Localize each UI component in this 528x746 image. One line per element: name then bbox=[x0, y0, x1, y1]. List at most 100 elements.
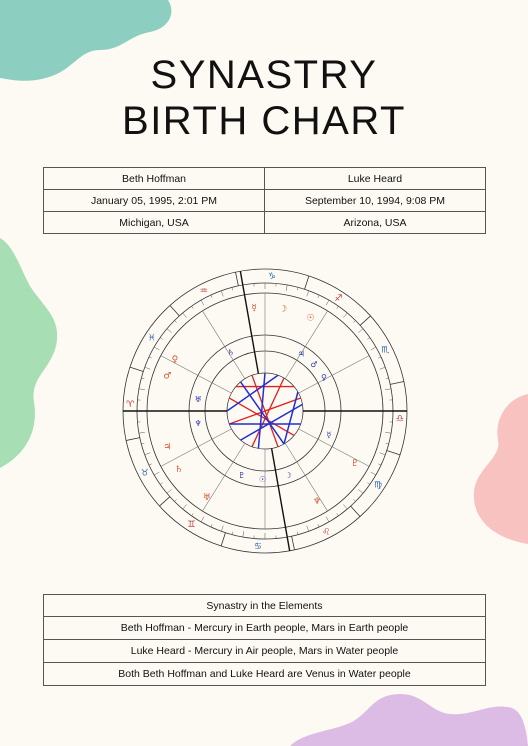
inner-planet-icon: ♅ bbox=[194, 395, 201, 404]
degree-tick bbox=[141, 443, 145, 445]
degree-tick bbox=[182, 312, 187, 318]
degree-tick bbox=[306, 525, 310, 532]
degree-tick bbox=[325, 300, 330, 306]
degree-tick bbox=[138, 388, 145, 391]
ic-axis bbox=[270, 448, 291, 551]
aspect-line bbox=[257, 372, 266, 449]
teal-blob-decoration bbox=[0, 0, 172, 81]
degree-tick bbox=[191, 306, 194, 309]
degree-tick bbox=[200, 300, 205, 306]
degree-tick bbox=[220, 290, 224, 297]
outer-planet-icon: ♂ bbox=[163, 371, 171, 381]
synastry-chart-wheel: ♈♉♊♋♌♍♎♏♐♑♒♓☉☽☿♀♂♃♄♅ ♆♇♀♂♃♄♅♆♇ ☉ ☽☿ bbox=[122, 268, 408, 554]
lilac-blob-decoration bbox=[290, 694, 528, 746]
degree-tick bbox=[343, 312, 348, 318]
degree-tick bbox=[242, 531, 245, 538]
table-row: Synastry in the Elements bbox=[43, 594, 486, 617]
people-table: Beth Hoffman Luke Heard January 05, 1995… bbox=[43, 167, 486, 234]
degree-tick bbox=[297, 287, 299, 291]
degree-tick bbox=[367, 337, 370, 340]
elements-heading: Synastry in the Elements bbox=[43, 594, 486, 617]
degree-tick bbox=[378, 463, 382, 466]
table-row: Beth Hoffman - Mercury in Earth people, … bbox=[43, 616, 486, 640]
zodiac-sign-icon: ♈ bbox=[126, 400, 135, 410]
outer-planet-icon: ☉ bbox=[307, 314, 315, 324]
zodiac-divider bbox=[126, 437, 140, 441]
degree-tick bbox=[141, 377, 145, 379]
degree-tick bbox=[306, 290, 310, 297]
elements-table: Synastry in the Elements Beth Hoffman - … bbox=[43, 594, 486, 686]
zodiac-sign-icon: ♐ bbox=[334, 294, 342, 304]
table-row: Luke Heard - Mercury in Air people, Mars… bbox=[43, 639, 486, 663]
outer-planet-icon: ♀ bbox=[172, 355, 179, 365]
inner-planet-icon: ☽ bbox=[285, 471, 292, 480]
inner-planet-icon: ♆ bbox=[194, 419, 201, 428]
house-cusp-line bbox=[284, 443, 328, 512]
table-row: Beth Hoffman Luke Heard bbox=[43, 167, 486, 190]
table-row: Both Beth Hoffman and Luke Heard are Ven… bbox=[43, 662, 486, 686]
outer-planet-icon: ☿ bbox=[251, 304, 257, 314]
degree-tick bbox=[317, 294, 320, 298]
zodiac-divider bbox=[129, 366, 144, 372]
degree-tick bbox=[174, 320, 177, 323]
degree-tick bbox=[220, 525, 224, 532]
degree-tick bbox=[174, 499, 177, 502]
degree-tick bbox=[370, 346, 376, 351]
page-title: SYNASTRY BIRTH CHART bbox=[0, 52, 528, 144]
inner-planet-icon: ♃ bbox=[297, 349, 304, 358]
aspect-line bbox=[239, 381, 285, 445]
zodiac-sign-icon: ♌ bbox=[322, 527, 330, 537]
degree-tick bbox=[231, 287, 233, 291]
green-blob-decoration bbox=[0, 238, 58, 468]
person2-name: Luke Heard bbox=[264, 167, 486, 190]
zodiac-divider bbox=[390, 381, 404, 385]
degree-tick bbox=[385, 431, 392, 434]
elements-row: Luke Heard - Mercury in Air people, Mars… bbox=[43, 639, 486, 663]
outer-planet-icon: ☽ bbox=[279, 305, 287, 315]
outer-planet-icon: ♃ bbox=[163, 443, 171, 453]
degree-tick bbox=[353, 499, 356, 502]
degree-tick bbox=[367, 482, 370, 485]
degree-tick bbox=[336, 306, 339, 309]
degree-tick bbox=[160, 337, 163, 340]
outer-planet-icon: ♇ bbox=[351, 459, 359, 469]
person2-place: Arizona, USA bbox=[264, 211, 486, 234]
degree-tick bbox=[379, 366, 386, 370]
degree-tick bbox=[154, 346, 160, 351]
degree-tick bbox=[182, 504, 187, 510]
house-cusp-line bbox=[160, 428, 232, 467]
zodiac-divider bbox=[235, 272, 239, 286]
zodiac-divider bbox=[220, 532, 226, 547]
zodiac-sign-icon: ♋ bbox=[254, 542, 262, 552]
zodiac-sign-icon: ♎ bbox=[396, 414, 404, 424]
degree-tick bbox=[385, 388, 392, 391]
degree-tick bbox=[148, 463, 152, 466]
degree-tick bbox=[358, 328, 364, 333]
house-cusp-line bbox=[160, 355, 232, 394]
zodiac-divider bbox=[359, 315, 371, 326]
degree-tick bbox=[285, 284, 288, 291]
degree-tick bbox=[154, 471, 160, 476]
degree-tick bbox=[144, 452, 151, 456]
degree-tick bbox=[358, 489, 364, 494]
degree-tick bbox=[385, 377, 389, 379]
zodiac-sign-icon: ♑ bbox=[268, 272, 276, 282]
degree-tick bbox=[210, 524, 213, 528]
elements-row: Both Beth Hoffman and Luke Heard are Ven… bbox=[43, 662, 486, 686]
zodiac-divider bbox=[169, 305, 180, 317]
page-title-line1: SYNASTRY bbox=[150, 53, 378, 97]
inner-planet-icon: ♇ bbox=[238, 471, 245, 480]
inner-planet-icon: ♂ bbox=[310, 360, 317, 369]
zodiac-sign-icon: ♊ bbox=[187, 520, 195, 530]
degree-tick bbox=[160, 482, 163, 485]
degree-tick bbox=[138, 431, 145, 434]
zodiac-sign-icon: ♍ bbox=[374, 481, 382, 491]
aspect-line bbox=[226, 374, 279, 412]
degree-tick bbox=[148, 356, 152, 359]
house-cusp-line bbox=[284, 310, 328, 379]
inner-planet-icon: ♀ bbox=[321, 373, 327, 382]
degree-tick bbox=[191, 513, 194, 516]
aspect-line bbox=[251, 377, 285, 447]
zodiac-divider bbox=[350, 505, 361, 517]
pink-blob-decoration bbox=[473, 394, 528, 544]
